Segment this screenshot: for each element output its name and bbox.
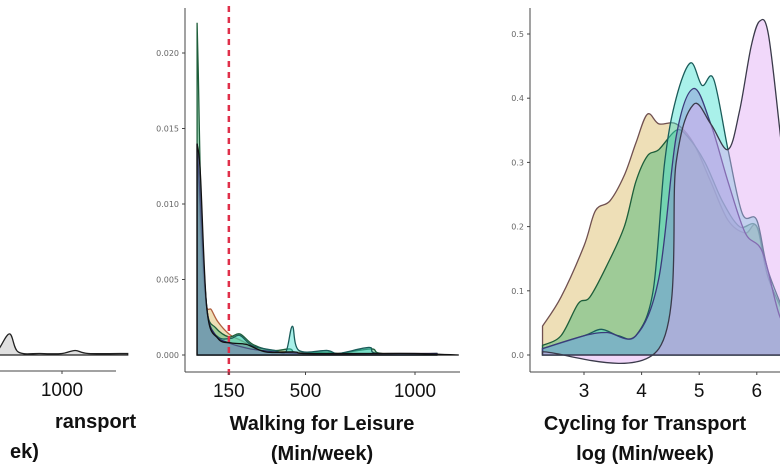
x-tick-label: 1000	[41, 380, 83, 401]
x-tick-label: 3	[579, 381, 590, 402]
panel-walking-leisure: 0.000 0.005 0.010 0.015 0.020 150 500 1000 Walki…	[156, 6, 460, 465]
x-axis-label: Walking for Leisure	[230, 413, 415, 435]
density-area-group	[0, 333, 129, 356]
x-tick-label: 4	[636, 381, 647, 402]
density-area-group-1	[541, 113, 780, 356]
density-area-group-4	[541, 87, 780, 356]
density-area-group-2	[541, 128, 780, 356]
panel-left-partial: 1000 ransport ek)	[0, 333, 136, 463]
y-tick-label: 0.010	[156, 200, 179, 209]
y-tick-label: 0.5	[511, 30, 524, 39]
x-tick-label: 5	[694, 381, 705, 402]
y-tick-label: 0.4	[511, 94, 524, 103]
density-area-group-5	[541, 18, 780, 364]
density-area-group-4	[196, 143, 438, 356]
x-axis-label: ek)	[10, 441, 39, 463]
x-tick-label: 500	[290, 381, 322, 402]
y-tick-label: 0.3	[511, 158, 524, 167]
y-tick-label: 0.005	[156, 276, 179, 285]
x-axis-label: (Min/week)	[271, 443, 373, 465]
x-tick-label: 150	[213, 381, 245, 402]
y-tick-label: 0.020	[156, 49, 179, 58]
density-area-group-5	[196, 143, 459, 356]
y-tick-label: 0.2	[511, 223, 524, 232]
density-area-group-1	[196, 143, 438, 356]
x-tick-label: 6	[752, 381, 763, 402]
x-axis-label: log (Min/week)	[576, 443, 714, 465]
y-tick-label: 0.015	[156, 125, 179, 134]
density-area-group-3	[196, 143, 438, 356]
y-tick-label: 0.0	[511, 351, 524, 360]
y-tick-label: 0.1	[511, 287, 524, 296]
density-area-group-2	[196, 22, 438, 356]
x-tick-label: 1000	[394, 381, 436, 402]
x-axis-label: Cycling for Transport	[544, 413, 747, 435]
x-axis-label: ransport	[55, 411, 136, 433]
y-tick-label: 0.000	[156, 351, 179, 360]
